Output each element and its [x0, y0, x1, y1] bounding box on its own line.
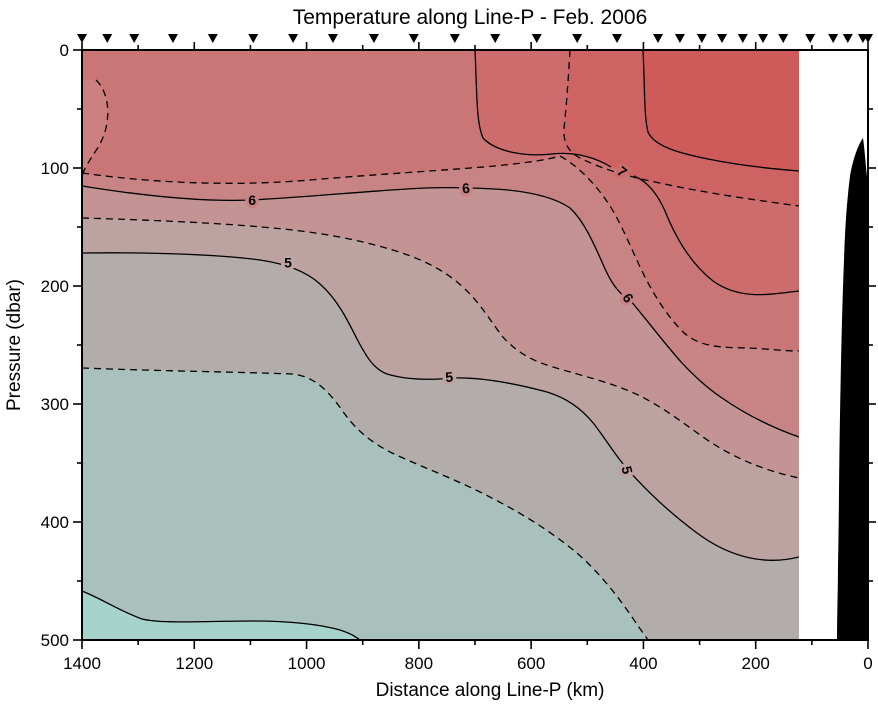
station-marker-icon: [842, 34, 853, 43]
isotherm-4: [82, 590, 361, 640]
station-marker-icon: [77, 34, 87, 43]
station-marker-icon: [531, 34, 542, 43]
contour-fills: [82, 50, 799, 640]
x-tick-label: 1200: [175, 654, 213, 673]
y-tick-label: 0: [60, 41, 69, 60]
station-marker-icon: [288, 34, 299, 43]
y-tick-label: 500: [41, 631, 69, 650]
station-marker-icon: [653, 34, 664, 43]
isotherm-7-right: [642, 50, 799, 172]
station-marker-icon: [717, 34, 728, 43]
station-marker-icon: [863, 34, 873, 43]
y-tick-label: 100: [41, 159, 69, 178]
contour-value-label: 6: [248, 192, 256, 208]
x-tick-label: 200: [742, 654, 770, 673]
station-marker-icon: [368, 34, 379, 43]
station-marker-icon: [327, 34, 338, 43]
isotherm-7p5-dashed: [563, 50, 799, 207]
isotherm-6: [82, 185, 799, 438]
station-marker-icon: [805, 34, 816, 43]
isotherm-6p5-eddy-dashed: [82, 79, 109, 177]
station-marker-icon: [408, 34, 419, 43]
isotherm-5p5-dashed: [82, 217, 799, 479]
station-marker-icon: [102, 34, 113, 43]
station-marker-icon: [674, 34, 685, 43]
station-marker-icon: [778, 34, 789, 43]
station-marker-icon: [490, 34, 501, 43]
plot-title: Temperature along Line-P - Feb. 2006: [293, 6, 648, 29]
station-marker-icon: [449, 34, 460, 43]
x-axis-title: Distance along Line-P (km): [376, 680, 605, 701]
x-tick-label: 1000: [288, 654, 326, 673]
station-marker-icon: [737, 34, 748, 43]
y-tick-label: 200: [41, 277, 69, 296]
station-marker-icon: [696, 34, 707, 43]
contour-lines: [82, 50, 799, 640]
x-tick-label: 600: [517, 654, 545, 673]
isotherm-5: [82, 252, 799, 561]
contour-value-label: 5: [445, 369, 454, 386]
station-marker-icon: [758, 34, 769, 43]
band-coldest: [82, 591, 360, 640]
station-marker-icon: [572, 34, 583, 43]
station-marker-icon: [167, 34, 178, 43]
x-tick-label: 400: [629, 654, 657, 673]
station-marker-icon: [248, 34, 259, 43]
axis-tick-labels: 1400 1200 1000 800 600 400 200 0 0 100 200 300 400 50…: [41, 41, 873, 673]
y-axis-title: Pressure (dbar): [4, 279, 25, 411]
x-tick-label: 1400: [63, 654, 101, 673]
axis-ticks: [73, 42, 876, 649]
station-marker-icon: [612, 34, 623, 43]
y-tick-label: 400: [41, 513, 69, 532]
station-markers: [77, 34, 873, 43]
station-marker-icon: [129, 34, 140, 43]
isotherm-7-labeled: [474, 50, 799, 296]
contour-value-label: 6: [461, 180, 470, 197]
station-marker-icon: [207, 34, 218, 43]
isotherm-4p5-dashed: [82, 367, 649, 640]
contour-value-label: 5: [284, 254, 292, 270]
bathymetry-silhouette: [837, 138, 868, 640]
station-marker-icon: [828, 34, 839, 43]
x-tick-label: 800: [405, 654, 433, 673]
y-tick-label: 300: [41, 395, 69, 414]
band-4-0: [82, 368, 648, 640]
band-surface-eddy: [82, 80, 108, 176]
x-tick-label: 0: [863, 654, 872, 673]
isotherm-6p5-dashed: [82, 155, 799, 352]
